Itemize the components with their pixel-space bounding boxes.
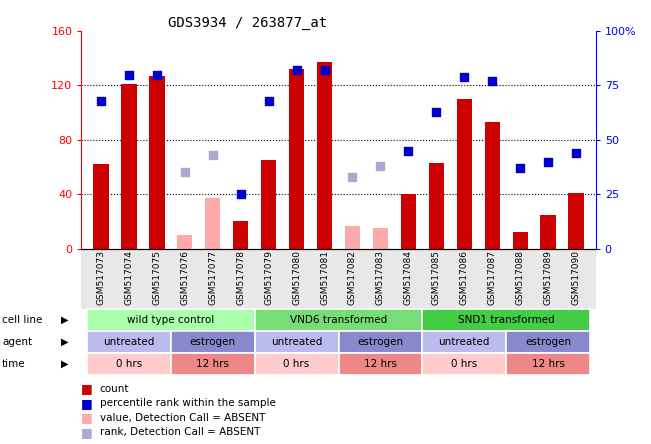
Point — [236, 191, 246, 198]
Bar — [401, 194, 416, 249]
Text: ■: ■ — [81, 382, 93, 395]
Bar — [422, 309, 590, 331]
Text: ▶: ▶ — [61, 315, 68, 325]
Text: 0 hrs: 0 hrs — [116, 359, 142, 369]
Text: estrogen: estrogen — [525, 337, 571, 347]
Bar — [428, 163, 444, 249]
Point — [487, 78, 497, 85]
Point — [208, 151, 218, 159]
Bar — [93, 164, 109, 249]
Bar — [149, 76, 165, 249]
Text: ■: ■ — [81, 396, 93, 410]
Text: cell line: cell line — [2, 315, 42, 325]
Text: SND1 transformed: SND1 transformed — [458, 315, 555, 325]
Point — [292, 67, 302, 74]
Bar — [87, 309, 255, 331]
Bar — [233, 222, 249, 249]
Bar — [261, 160, 276, 249]
Text: untreated: untreated — [104, 337, 154, 347]
Point — [152, 71, 162, 78]
Text: time: time — [2, 359, 25, 369]
Bar — [373, 228, 388, 249]
Bar — [484, 122, 500, 249]
Text: untreated: untreated — [271, 337, 322, 347]
Text: estrogen: estrogen — [357, 337, 404, 347]
Text: 12 hrs: 12 hrs — [532, 359, 564, 369]
Text: wild type control: wild type control — [127, 315, 214, 325]
Text: value, Detection Call = ABSENT: value, Detection Call = ABSENT — [100, 413, 265, 423]
Bar — [345, 226, 360, 249]
Point — [459, 73, 469, 80]
Bar — [255, 309, 422, 331]
Point — [403, 147, 413, 155]
Bar — [512, 232, 528, 249]
Bar — [506, 331, 590, 353]
Bar — [255, 331, 339, 353]
Text: count: count — [100, 384, 129, 393]
Point — [347, 173, 357, 180]
Bar — [422, 353, 506, 375]
Bar — [121, 84, 137, 249]
Point — [264, 97, 274, 104]
Bar — [317, 62, 332, 249]
Text: ■: ■ — [81, 411, 93, 424]
Point — [180, 169, 190, 176]
Bar — [568, 193, 584, 249]
Point — [124, 71, 134, 78]
Text: ▶: ▶ — [61, 359, 68, 369]
Text: estrogen: estrogen — [189, 337, 236, 347]
Text: VND6 transformed: VND6 transformed — [290, 315, 387, 325]
Bar — [506, 353, 590, 375]
Text: GDS3934 / 263877_at: GDS3934 / 263877_at — [168, 16, 327, 30]
Bar — [205, 198, 221, 249]
Point — [431, 108, 441, 115]
Text: untreated: untreated — [439, 337, 490, 347]
Point — [571, 149, 581, 156]
Bar — [171, 331, 255, 353]
Bar — [540, 214, 556, 249]
Text: ■: ■ — [81, 426, 93, 439]
Point — [96, 97, 106, 104]
Bar — [339, 353, 422, 375]
Bar — [87, 353, 171, 375]
Bar — [289, 69, 304, 249]
Bar — [255, 353, 339, 375]
Point — [320, 67, 330, 74]
Text: agent: agent — [2, 337, 32, 347]
Bar — [339, 331, 422, 353]
Text: percentile rank within the sample: percentile rank within the sample — [100, 398, 275, 408]
Bar — [177, 235, 193, 249]
Text: 0 hrs: 0 hrs — [283, 359, 310, 369]
Text: rank, Detection Call = ABSENT: rank, Detection Call = ABSENT — [100, 428, 260, 437]
Bar — [422, 331, 506, 353]
Point — [375, 163, 385, 170]
Bar — [456, 99, 472, 249]
Point — [515, 165, 525, 172]
Text: 12 hrs: 12 hrs — [364, 359, 397, 369]
Point — [543, 158, 553, 165]
Text: 0 hrs: 0 hrs — [451, 359, 477, 369]
Text: 12 hrs: 12 hrs — [196, 359, 229, 369]
Text: ▶: ▶ — [61, 337, 68, 347]
Bar — [87, 331, 171, 353]
Bar — [171, 353, 255, 375]
